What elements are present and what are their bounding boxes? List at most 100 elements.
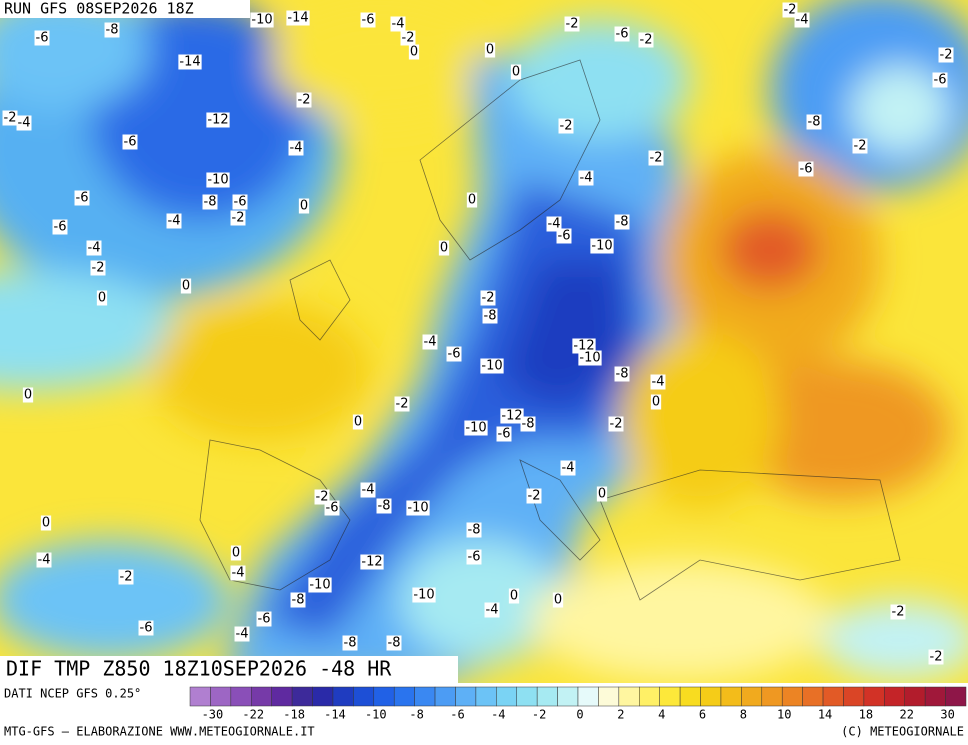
- colorbar-swatch: [291, 686, 313, 707]
- colorbar-swatch: [230, 686, 252, 707]
- colorbar-tick-label: 30: [940, 708, 954, 722]
- contour-label-box: [590, 238, 614, 254]
- contour-label-box: [122, 134, 138, 150]
- contour-label: -4: [392, 17, 405, 32]
- contour-label: -10: [465, 421, 486, 436]
- contour-label-box: [578, 350, 602, 366]
- contour-label-box: [250, 12, 274, 28]
- contour-label-box: [74, 190, 90, 206]
- contour-label: -6: [326, 501, 339, 516]
- contour-label-box: [16, 115, 32, 131]
- colorbar-swatch: [659, 686, 681, 707]
- contour-label-box: [806, 114, 822, 130]
- footer-left: MTG-GFS — ELABORAZIONE WWW.METEOGIORNALE…: [4, 725, 315, 739]
- colorbar-swatch: [802, 686, 824, 707]
- colorbar-swatch: [251, 686, 272, 707]
- contour-label-box: [256, 611, 272, 627]
- contour-label-box: [546, 216, 562, 232]
- contour-label-box: [446, 346, 462, 362]
- contour-label-box: [180, 278, 192, 294]
- colorbar-swatch: [536, 686, 558, 707]
- colorbar-swatch: [496, 686, 517, 707]
- contour-label: -2: [232, 211, 245, 226]
- colorbar-swatch: [455, 686, 477, 707]
- contour-label: -2: [892, 605, 905, 620]
- colorbar-swatch: [475, 686, 497, 707]
- contour-label: -8: [204, 195, 217, 210]
- contour-label-box: [234, 626, 250, 642]
- contour-label: -6: [234, 195, 247, 210]
- contour-label: -8: [616, 367, 629, 382]
- contour-label: 0: [354, 415, 362, 430]
- colorbar-swatch: [271, 686, 293, 707]
- contour-label: -4: [562, 461, 575, 476]
- contour-label: -8: [484, 309, 497, 324]
- field: [0, 0, 968, 683]
- contour-label: -2: [650, 151, 663, 166]
- contour-label-box: [648, 150, 664, 166]
- colorbar-swatch: [210, 686, 232, 707]
- colorbar-tick-label: 8: [740, 708, 747, 722]
- contour-label-box: [438, 240, 450, 256]
- colorbar-tick-label: -22: [242, 708, 264, 722]
- contour-label: -2: [396, 397, 409, 412]
- contour-label: 0: [468, 193, 476, 208]
- contour-label: 0: [24, 388, 32, 403]
- contour-label: 0: [598, 487, 606, 502]
- colorbar-swatch: [843, 686, 865, 707]
- contour-label: -8: [378, 499, 391, 514]
- contour-label: -2: [940, 48, 953, 63]
- contour-label: 0: [182, 279, 190, 294]
- contour-label: -4: [548, 217, 561, 232]
- colorbar-swatch: [720, 686, 742, 707]
- contour-label-box: [308, 577, 332, 593]
- contour-label-box: [650, 374, 666, 390]
- source-label: DATI NCEP GFS 0.25°: [4, 687, 141, 701]
- contour-label-box: [508, 588, 520, 604]
- colorbar-swatch: [598, 686, 620, 707]
- contour-label-box: [342, 635, 358, 651]
- contour-label-box: [782, 2, 798, 18]
- contour-label: 0: [98, 291, 106, 306]
- contour-label-box: [288, 140, 304, 156]
- contour-label-box: [230, 545, 242, 561]
- contour-label-box: [608, 416, 624, 432]
- title-box: [0, 656, 458, 684]
- contour-label: -4: [424, 335, 437, 350]
- contour-label: -6: [140, 621, 153, 636]
- contour-label: -2: [566, 17, 579, 32]
- contour-label-box: [638, 32, 654, 48]
- contour-label: -8: [522, 417, 535, 432]
- contour-label-box: [614, 366, 630, 382]
- contour-label-box: [52, 219, 68, 235]
- contour-label: -2: [120, 570, 133, 585]
- contour-label-box: [466, 522, 482, 538]
- contour-label-box: [520, 416, 536, 432]
- colorbar-swatch: [312, 686, 334, 707]
- contour-label-box: [650, 394, 662, 410]
- contour-label: -10: [481, 359, 502, 374]
- contour-label-box: [422, 334, 438, 350]
- colorbar-swatch: [884, 686, 905, 707]
- contour-label-box: [480, 290, 496, 306]
- contour-label-box: [482, 308, 498, 324]
- contour-label: -14: [287, 11, 308, 26]
- contour-label-box: [464, 420, 488, 436]
- contour-label-box: [286, 10, 310, 26]
- colorbar-swatch: [924, 686, 946, 707]
- contour-label-box: [390, 16, 406, 32]
- contour-label: -6: [800, 162, 813, 177]
- colorbar-tick-label: 2: [617, 708, 624, 722]
- contour-label-box: [230, 565, 246, 581]
- colorbar-tick-label: -2: [532, 708, 546, 722]
- contour-label: -6: [54, 220, 67, 235]
- contour-label-box: [230, 210, 246, 226]
- colorbar-tick-label: 18: [859, 708, 873, 722]
- contour-label: -2: [402, 31, 415, 46]
- colorbar-swatch: [414, 686, 436, 707]
- contour-label-box: [2, 110, 18, 126]
- contour-label-box: [104, 22, 120, 38]
- colorbar-swatch: [741, 686, 763, 707]
- contour-label-box: [484, 42, 496, 58]
